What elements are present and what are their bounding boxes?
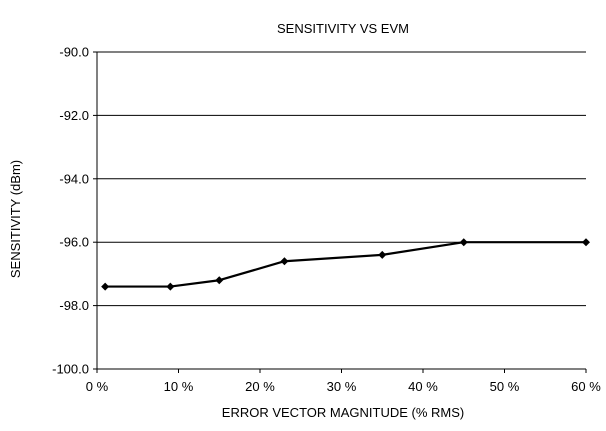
y-tick-label-5: -100.0 <box>52 362 89 377</box>
y-tick-label-2: -94.0 <box>59 171 89 186</box>
x-tick-label-3: 30 % <box>327 379 357 394</box>
axes <box>93 51 587 373</box>
data-point-1 <box>166 282 175 291</box>
data-series <box>101 238 590 291</box>
y-tick-label-1: -92.0 <box>59 108 89 123</box>
x-axis-label: ERROR VECTOR MAGNITUDE (% RMS) <box>222 405 464 420</box>
data-point-2 <box>215 276 224 285</box>
x-tick-label-1: 10 % <box>164 379 194 394</box>
tick-labels: -90.0 -92.0 -94.0 -96.0 -98.0 -100.0 0 % 10 % 20… <box>52 45 601 395</box>
data-point-4 <box>378 250 387 259</box>
data-point-3 <box>280 257 289 266</box>
x-tick-label-6: 60 % <box>571 379 601 394</box>
y-tick-label-4: -98.0 <box>59 298 89 313</box>
x-tick-label-4: 40 % <box>408 379 438 394</box>
data-point-0 <box>101 282 110 291</box>
x-tick-label-2: 20 % <box>245 379 275 394</box>
x-tick-label-0: 0 % <box>86 379 109 394</box>
data-point-5 <box>459 238 468 247</box>
y-tick-label-3: -96.0 <box>59 235 89 250</box>
series-line-0 <box>105 241 586 288</box>
x-tick-label-5: 50 % <box>490 379 520 394</box>
grid-lines <box>97 51 586 370</box>
data-point-6 <box>582 238 590 247</box>
y-tick-label-0: -90.0 <box>59 45 89 60</box>
y-axis-label: SENSITIVITY (dBm) <box>8 160 23 278</box>
chart-title: SENSITIVITY VS EVM <box>277 21 409 36</box>
